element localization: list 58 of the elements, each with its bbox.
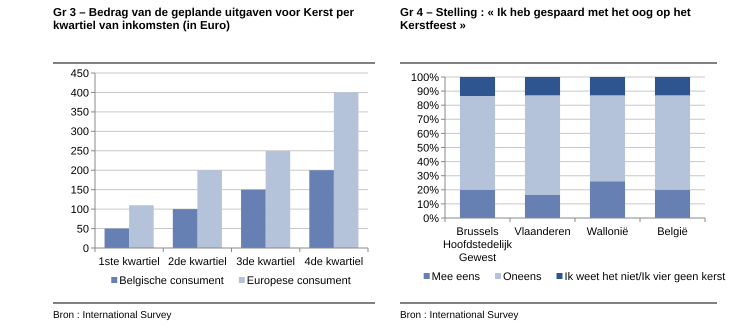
y-tick-label: 0% bbox=[423, 212, 440, 225]
bar bbox=[524, 77, 560, 96]
bar bbox=[590, 77, 626, 96]
bar bbox=[524, 194, 560, 218]
x-tick-label: 4de kwartiel bbox=[304, 256, 364, 268]
x-tick-label: 2de kwartiel bbox=[168, 256, 227, 268]
y-tick-label: 60% bbox=[416, 128, 440, 140]
x-tick-label: Wallonië bbox=[586, 226, 628, 238]
bar bbox=[241, 190, 266, 248]
y-tick-label: 100% bbox=[410, 72, 440, 84]
y-tick-label: 90% bbox=[416, 86, 440, 98]
x-tick-label: 1ste kwartiel bbox=[98, 256, 160, 268]
bar bbox=[266, 150, 290, 248]
bar bbox=[104, 228, 130, 248]
bar bbox=[524, 95, 560, 195]
y-tick-label: 300 bbox=[70, 126, 89, 138]
text: Bron : International Survey bbox=[53, 310, 172, 321]
legend-label: Europese consument bbox=[246, 275, 351, 287]
y-tick-label: 50 bbox=[76, 223, 89, 236]
bar bbox=[334, 92, 358, 248]
bar bbox=[309, 170, 334, 248]
x-tick-label: België bbox=[657, 226, 688, 238]
legend-label: Ik weet het niet/Ik vier geen kerst bbox=[564, 271, 726, 283]
chart-title: Gr 3 – Bedrag van de geplande uitgaven voor Kerst per kwartiel van inkomsten (in Euro) bbox=[53, 7, 355, 32]
y-tick-label: 400 bbox=[70, 87, 89, 100]
x-tick-label: Brussels Hoofdstedelijk Gewest bbox=[442, 226, 513, 264]
y-tick-label: 0 bbox=[82, 242, 89, 255]
bar bbox=[654, 77, 690, 96]
y-tick-label: 80% bbox=[416, 100, 440, 112]
x-tick-label: 3de kwartiel bbox=[236, 256, 295, 268]
bar bbox=[460, 96, 496, 190]
y-tick-label: 40% bbox=[416, 156, 440, 168]
y-tick-label: 100 bbox=[70, 204, 89, 216]
legend-label: Belgische consument bbox=[119, 275, 224, 287]
legend-label: Oneens bbox=[502, 271, 542, 283]
bar bbox=[654, 95, 690, 190]
bar bbox=[590, 181, 626, 218]
y-tick-label: 50% bbox=[416, 142, 440, 154]
bar bbox=[590, 95, 626, 182]
text: Bron : International Survey bbox=[400, 310, 518, 321]
x-tick-label: Vlaanderen bbox=[514, 226, 571, 238]
bar bbox=[197, 170, 222, 248]
y-tick-label: 150 bbox=[70, 184, 89, 197]
chart-title: Gr 4 – Stelling : « Ik heb gespaard met het oog op het Kerstfeest » bbox=[400, 7, 691, 32]
y-tick-label: 450 bbox=[70, 68, 89, 80]
bar bbox=[129, 205, 154, 248]
y-tick-label: 20% bbox=[416, 184, 440, 197]
bar bbox=[172, 209, 198, 248]
y-tick-label: 70% bbox=[416, 114, 440, 126]
y-tick-label: 350 bbox=[70, 106, 89, 119]
bar bbox=[654, 190, 690, 218]
y-tick-label: 200 bbox=[70, 165, 89, 178]
bar bbox=[460, 77, 496, 96]
y-tick-label: 10% bbox=[416, 198, 440, 211]
y-tick-label: 250 bbox=[70, 146, 89, 158]
bar bbox=[460, 190, 496, 218]
y-tick-label: 30% bbox=[416, 170, 440, 183]
legend-label: Mee eens bbox=[432, 271, 480, 283]
